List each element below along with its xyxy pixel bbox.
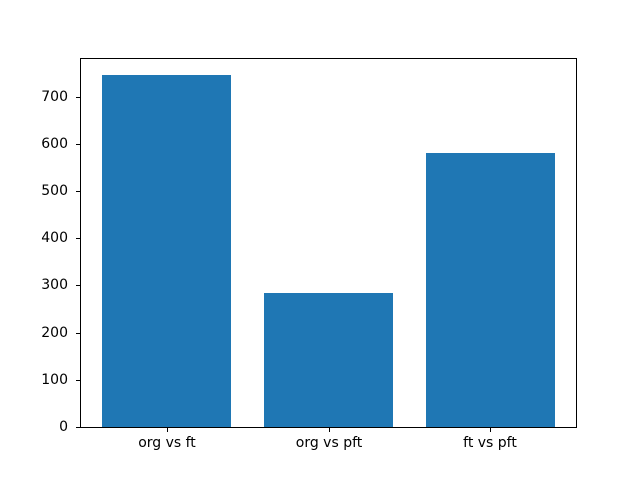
x-tick-mark <box>490 428 491 432</box>
y-tick-label: 500 <box>41 183 68 199</box>
y-tick-label: 100 <box>41 372 68 388</box>
y-tick-label: 0 <box>59 419 68 435</box>
x-tick-mark <box>167 428 168 432</box>
plot-area <box>80 58 577 428</box>
bar-org-vs-ft <box>102 75 231 427</box>
y-tick-label: 200 <box>41 325 68 341</box>
x-tick-label: org vs pft <box>295 435 363 451</box>
bar-org-vs-pft <box>264 293 393 427</box>
y-tick-label: 300 <box>41 277 68 293</box>
y-tick-label: 700 <box>41 89 68 105</box>
x-tick-label: ft vs pft <box>463 435 517 451</box>
y-tick-label: 400 <box>41 230 68 246</box>
bar-ft-vs-pft <box>426 153 555 427</box>
y-tick-label: 600 <box>41 136 68 152</box>
x-tick-label: org vs ft <box>138 435 196 451</box>
bars-layer <box>81 59 576 427</box>
x-tick-mark <box>329 428 330 432</box>
